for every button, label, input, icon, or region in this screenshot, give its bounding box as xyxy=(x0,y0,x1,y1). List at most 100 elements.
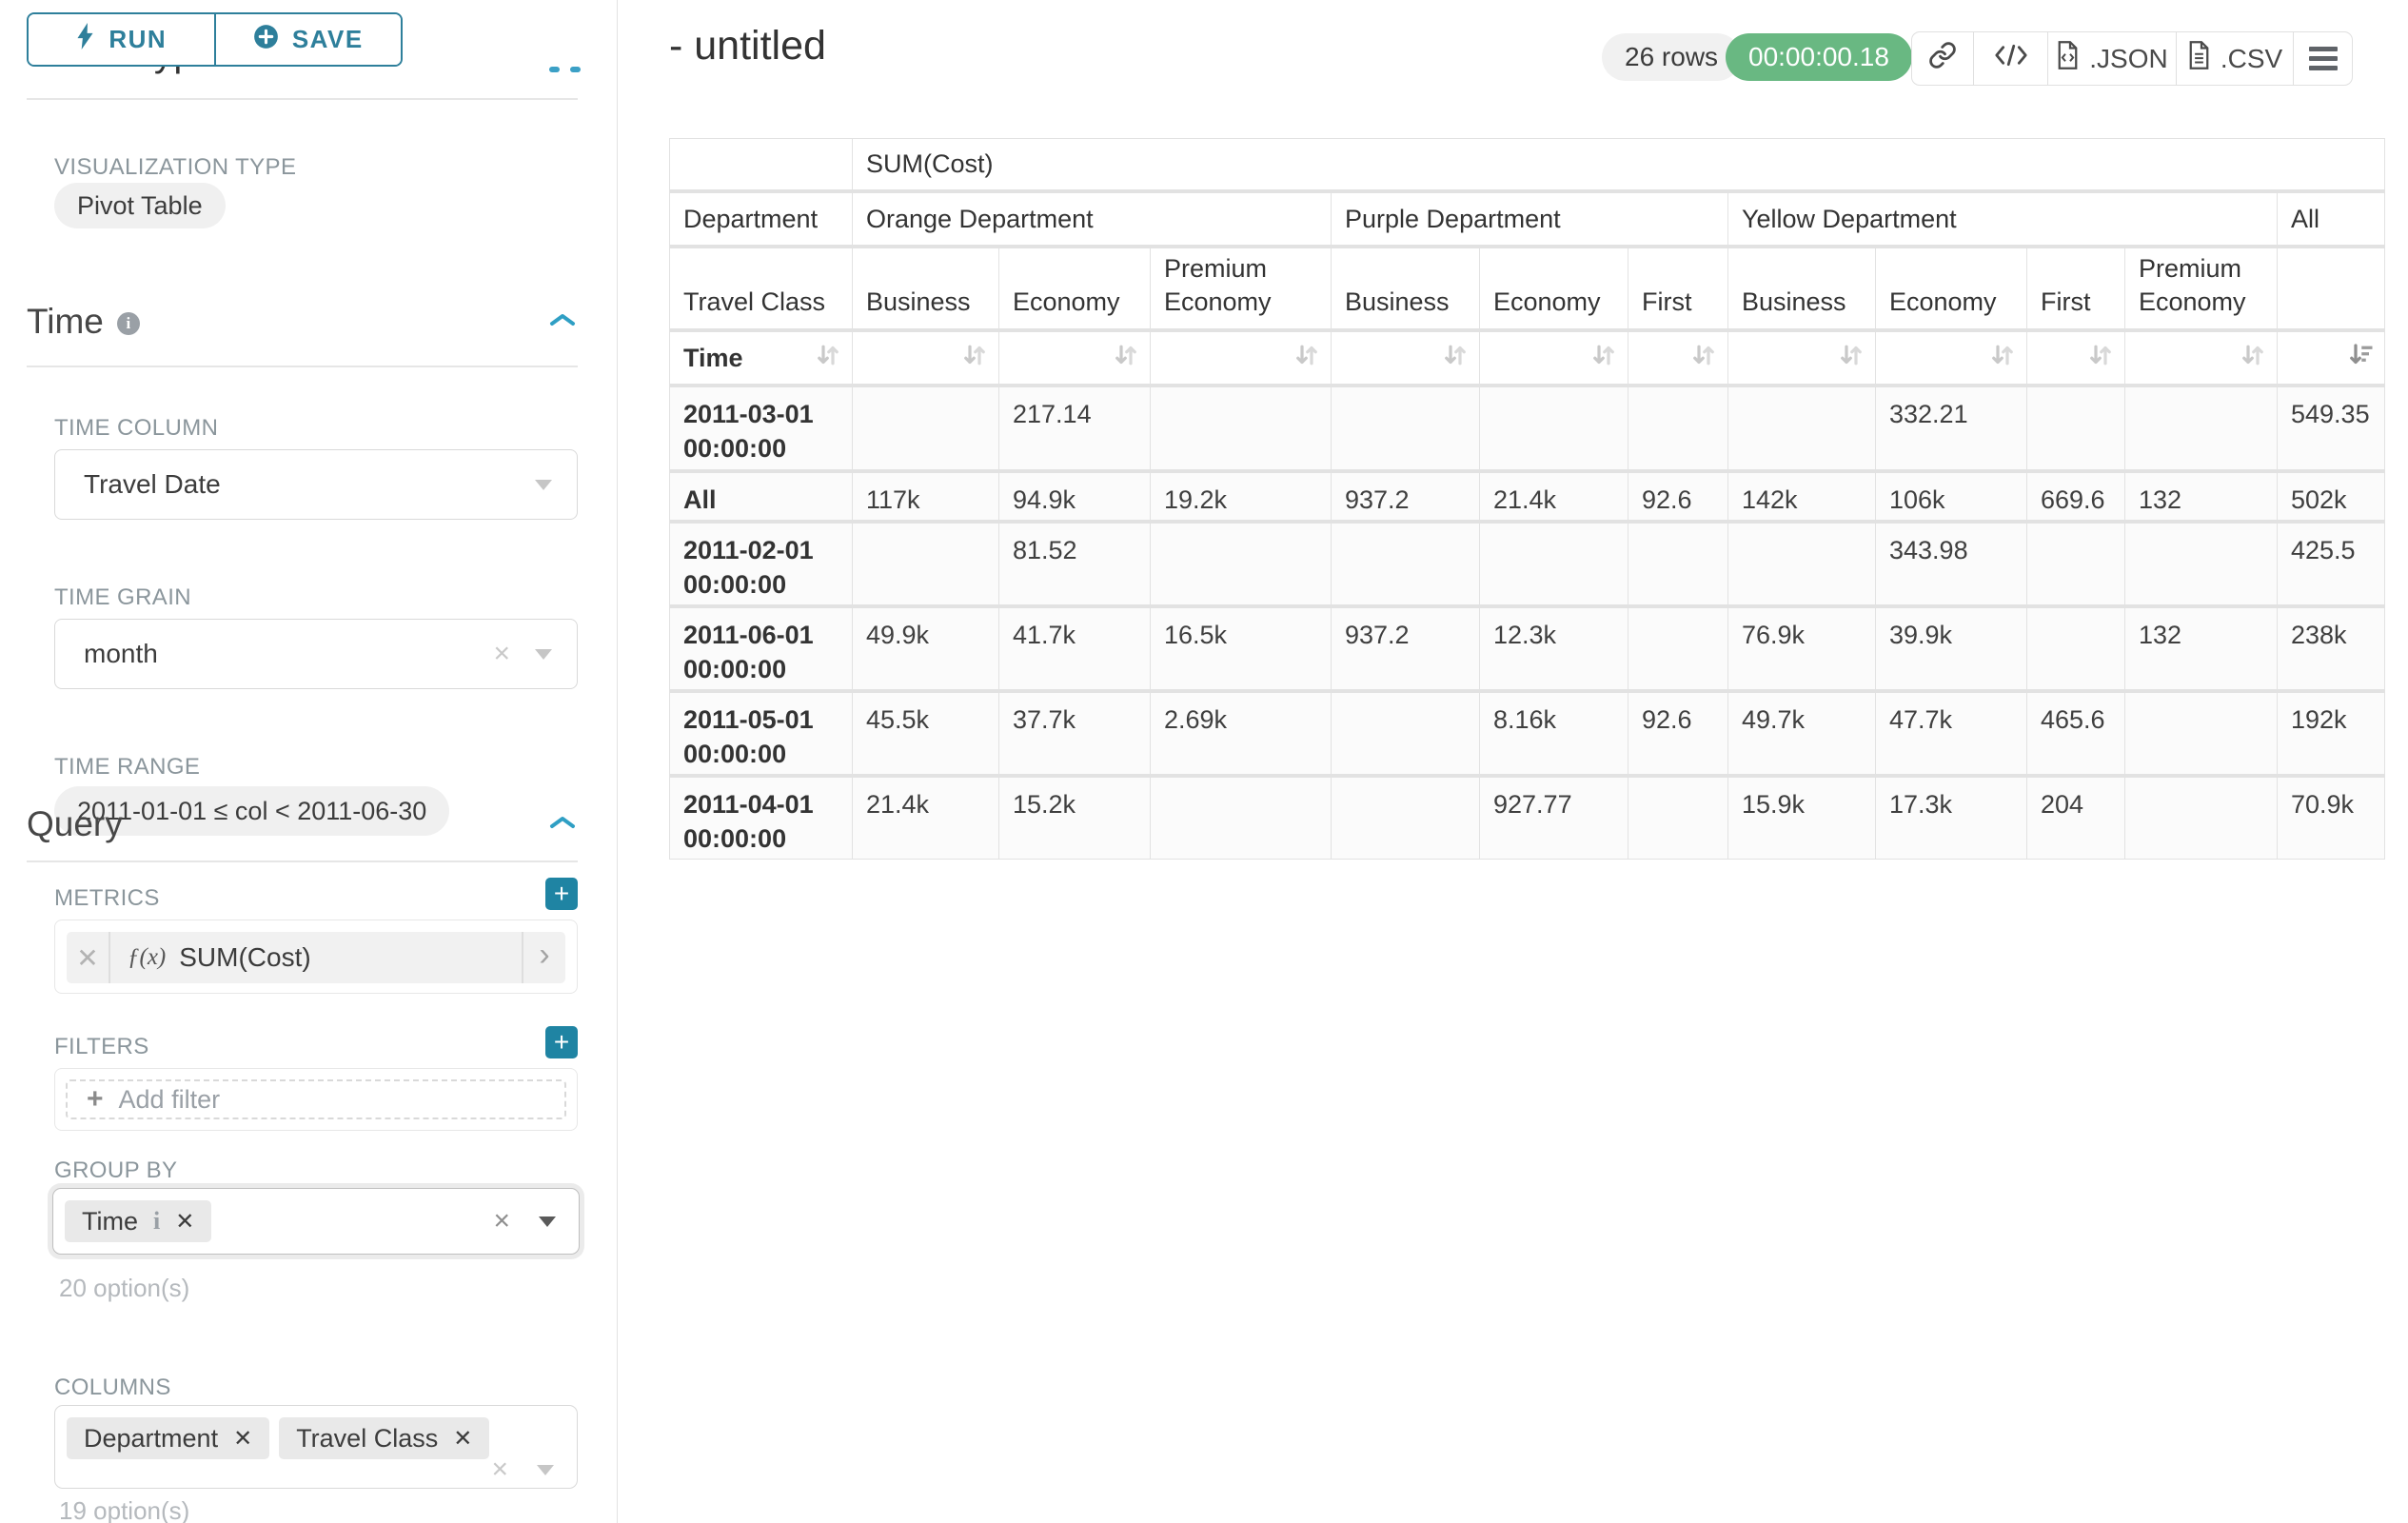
pivot-col-header[interactable]: Business xyxy=(1728,248,1875,328)
pivot-value-cell: 15.9k xyxy=(1728,778,1875,859)
pivot-value-cell: 15.2k xyxy=(999,778,1150,859)
more-options-button[interactable] xyxy=(2293,32,2352,85)
chip-close-icon[interactable]: ✕ xyxy=(233,1425,253,1452)
chip-label: Department xyxy=(84,1423,219,1453)
sort-icon[interactable] xyxy=(1589,341,1618,376)
view-query-button[interactable] xyxy=(1973,32,2047,85)
chevron-up-icon[interactable] xyxy=(547,310,578,334)
sort-icon[interactable] xyxy=(960,341,989,376)
sort-icon[interactable] xyxy=(1837,341,1865,376)
caret-down-icon[interactable] xyxy=(539,1216,556,1227)
sort-icon[interactable] xyxy=(2086,341,2115,376)
pivot-value-cell xyxy=(1480,524,1628,604)
clear-icon[interactable]: × xyxy=(491,1454,508,1485)
export-json-button[interactable]: .JSON xyxy=(2047,32,2176,85)
pivot-sort-cell[interactable] xyxy=(1728,332,1875,384)
sort-icon[interactable] xyxy=(2239,341,2267,376)
visualization-type-pill[interactable]: Pivot Table xyxy=(54,183,226,228)
chevron-up-icon[interactable] xyxy=(547,813,578,837)
sort-icon[interactable] xyxy=(814,341,842,376)
pivot-sort-cell[interactable]: Time xyxy=(670,332,852,384)
metric-name: SUM(Cost) xyxy=(179,942,311,972)
chart-title[interactable]: - untitled xyxy=(669,23,826,69)
chip-close-icon[interactable]: ✕ xyxy=(453,1425,473,1452)
sort-icon[interactable] xyxy=(1988,341,2017,376)
pivot-sort-cell[interactable] xyxy=(1876,332,2026,384)
add-filter-dropzone[interactable]: + Add filter xyxy=(66,1079,566,1119)
pivot-sort-cell[interactable] xyxy=(999,332,1150,384)
caret-down-icon[interactable] xyxy=(537,1464,554,1475)
pivot-col-header[interactable]: Economy xyxy=(999,248,1150,328)
pivot-sort-cell[interactable] xyxy=(1628,332,1727,384)
metric-chip[interactable]: ✕ ƒ(x) SUM(Cost) › xyxy=(67,932,565,983)
chevron-right-icon[interactable]: › xyxy=(522,932,565,983)
pivot-col-header[interactable]: Premium Economy xyxy=(2125,248,2277,328)
remove-metric-icon[interactable]: ✕ xyxy=(67,932,110,983)
pivot-sort-cell[interactable] xyxy=(1480,332,1628,384)
pivot-value-cell: 132 xyxy=(2125,608,2277,689)
clear-icon[interactable]: × xyxy=(493,1205,510,1236)
metrics-label: METRICS xyxy=(54,885,160,911)
pivot-sort-cell[interactable] xyxy=(853,332,998,384)
pivot-sort-cell[interactable] xyxy=(1332,332,1479,384)
pivot-value-cell xyxy=(2125,524,2277,604)
pivot-value-cell: 927.77 xyxy=(1480,778,1628,859)
run-button[interactable]: RUN xyxy=(29,14,214,65)
save-button[interactable]: SAVE xyxy=(213,14,401,65)
link-icon xyxy=(1928,41,1957,76)
pivot-col-header[interactable]: Economy xyxy=(1876,248,2026,328)
export-csv-button[interactable]: .CSV xyxy=(2176,32,2293,85)
caret-down-icon[interactable] xyxy=(535,479,552,490)
time-grain-value: month xyxy=(84,639,158,668)
caret-down-icon[interactable] xyxy=(535,648,552,660)
columns-chip[interactable]: Travel Class ✕ xyxy=(279,1417,490,1459)
pivot-col-header[interactable]: Premium Economy xyxy=(1151,248,1331,328)
add-metric-button[interactable]: + xyxy=(545,878,578,910)
pivot-value-cell xyxy=(2027,608,2124,689)
add-filter-button[interactable]: + xyxy=(545,1026,578,1058)
columns-select[interactable]: Department ✕ Travel Class ✕ × xyxy=(54,1405,578,1489)
pivot-value-cell: 92.6 xyxy=(1628,473,1727,520)
pivot-sort-cell[interactable] xyxy=(2125,332,2277,384)
pivot-col-header[interactable]: First xyxy=(1628,248,1727,328)
pivot-sort-cell[interactable] xyxy=(2278,332,2384,384)
pivot-col-header[interactable]: First xyxy=(2027,248,2124,328)
pivot-value-cell: 17.3k xyxy=(1876,778,2026,859)
group-by-chip[interactable]: Time i ✕ xyxy=(65,1200,212,1242)
sort-icon[interactable] xyxy=(1293,341,1321,376)
pivot-col-header[interactable]: Economy xyxy=(1480,248,1628,328)
share-link-button[interactable] xyxy=(1912,32,1973,85)
pivot-value-cell xyxy=(2027,524,2124,604)
pivot-value-cell: 37.7k xyxy=(999,693,1150,774)
columns-chip[interactable]: Department ✕ xyxy=(67,1417,270,1459)
pivot-value-cell xyxy=(1628,608,1727,689)
pivot-sort-cell[interactable] xyxy=(1151,332,1331,384)
clear-icon[interactable]: × xyxy=(493,638,510,669)
pivot-sort-cell[interactable] xyxy=(2027,332,2124,384)
pivot-value-cell xyxy=(2125,778,2277,859)
pivot-col-header[interactable]: Business xyxy=(1332,248,1479,328)
group-by-select[interactable]: Time i ✕ × xyxy=(52,1188,580,1255)
pivot-col-group-header[interactable]: All xyxy=(2278,193,2384,245)
sort-icon[interactable] xyxy=(1112,341,1140,376)
query-duration-badge: 00:00:00.18 xyxy=(1726,33,1912,81)
time-grain-select[interactable]: month × xyxy=(54,619,578,689)
chip-close-icon[interactable]: ✕ xyxy=(175,1208,195,1235)
time-column-select[interactable]: Travel Date xyxy=(54,449,578,520)
columns-options-hint: 19 option(s) xyxy=(59,1496,190,1523)
pivot-value-cell: 332.21 xyxy=(1876,387,2026,469)
time-range-pill[interactable]: 2011-01-01 ≤ col < 2011-06-30 xyxy=(54,786,450,836)
pivot-col-group-header[interactable]: Purple Department xyxy=(1332,193,1727,245)
pivot-col-header[interactable]: Business xyxy=(853,248,998,328)
pivot-col-group-header[interactable]: Orange Department xyxy=(853,193,1331,245)
pivot-col-group-header[interactable]: Yellow Department xyxy=(1728,193,2277,245)
sort-icon[interactable] xyxy=(1689,341,1718,376)
pivot-value-cell: 12.3k xyxy=(1480,608,1628,689)
sort-descending-icon[interactable] xyxy=(2346,341,2375,376)
code-icon xyxy=(1994,43,2028,74)
pivot-value-cell: 238k xyxy=(2278,608,2384,689)
file-lines-icon xyxy=(2187,41,2211,76)
sort-icon[interactable] xyxy=(1441,341,1470,376)
pivot-value-cell: 21.4k xyxy=(1480,473,1628,520)
